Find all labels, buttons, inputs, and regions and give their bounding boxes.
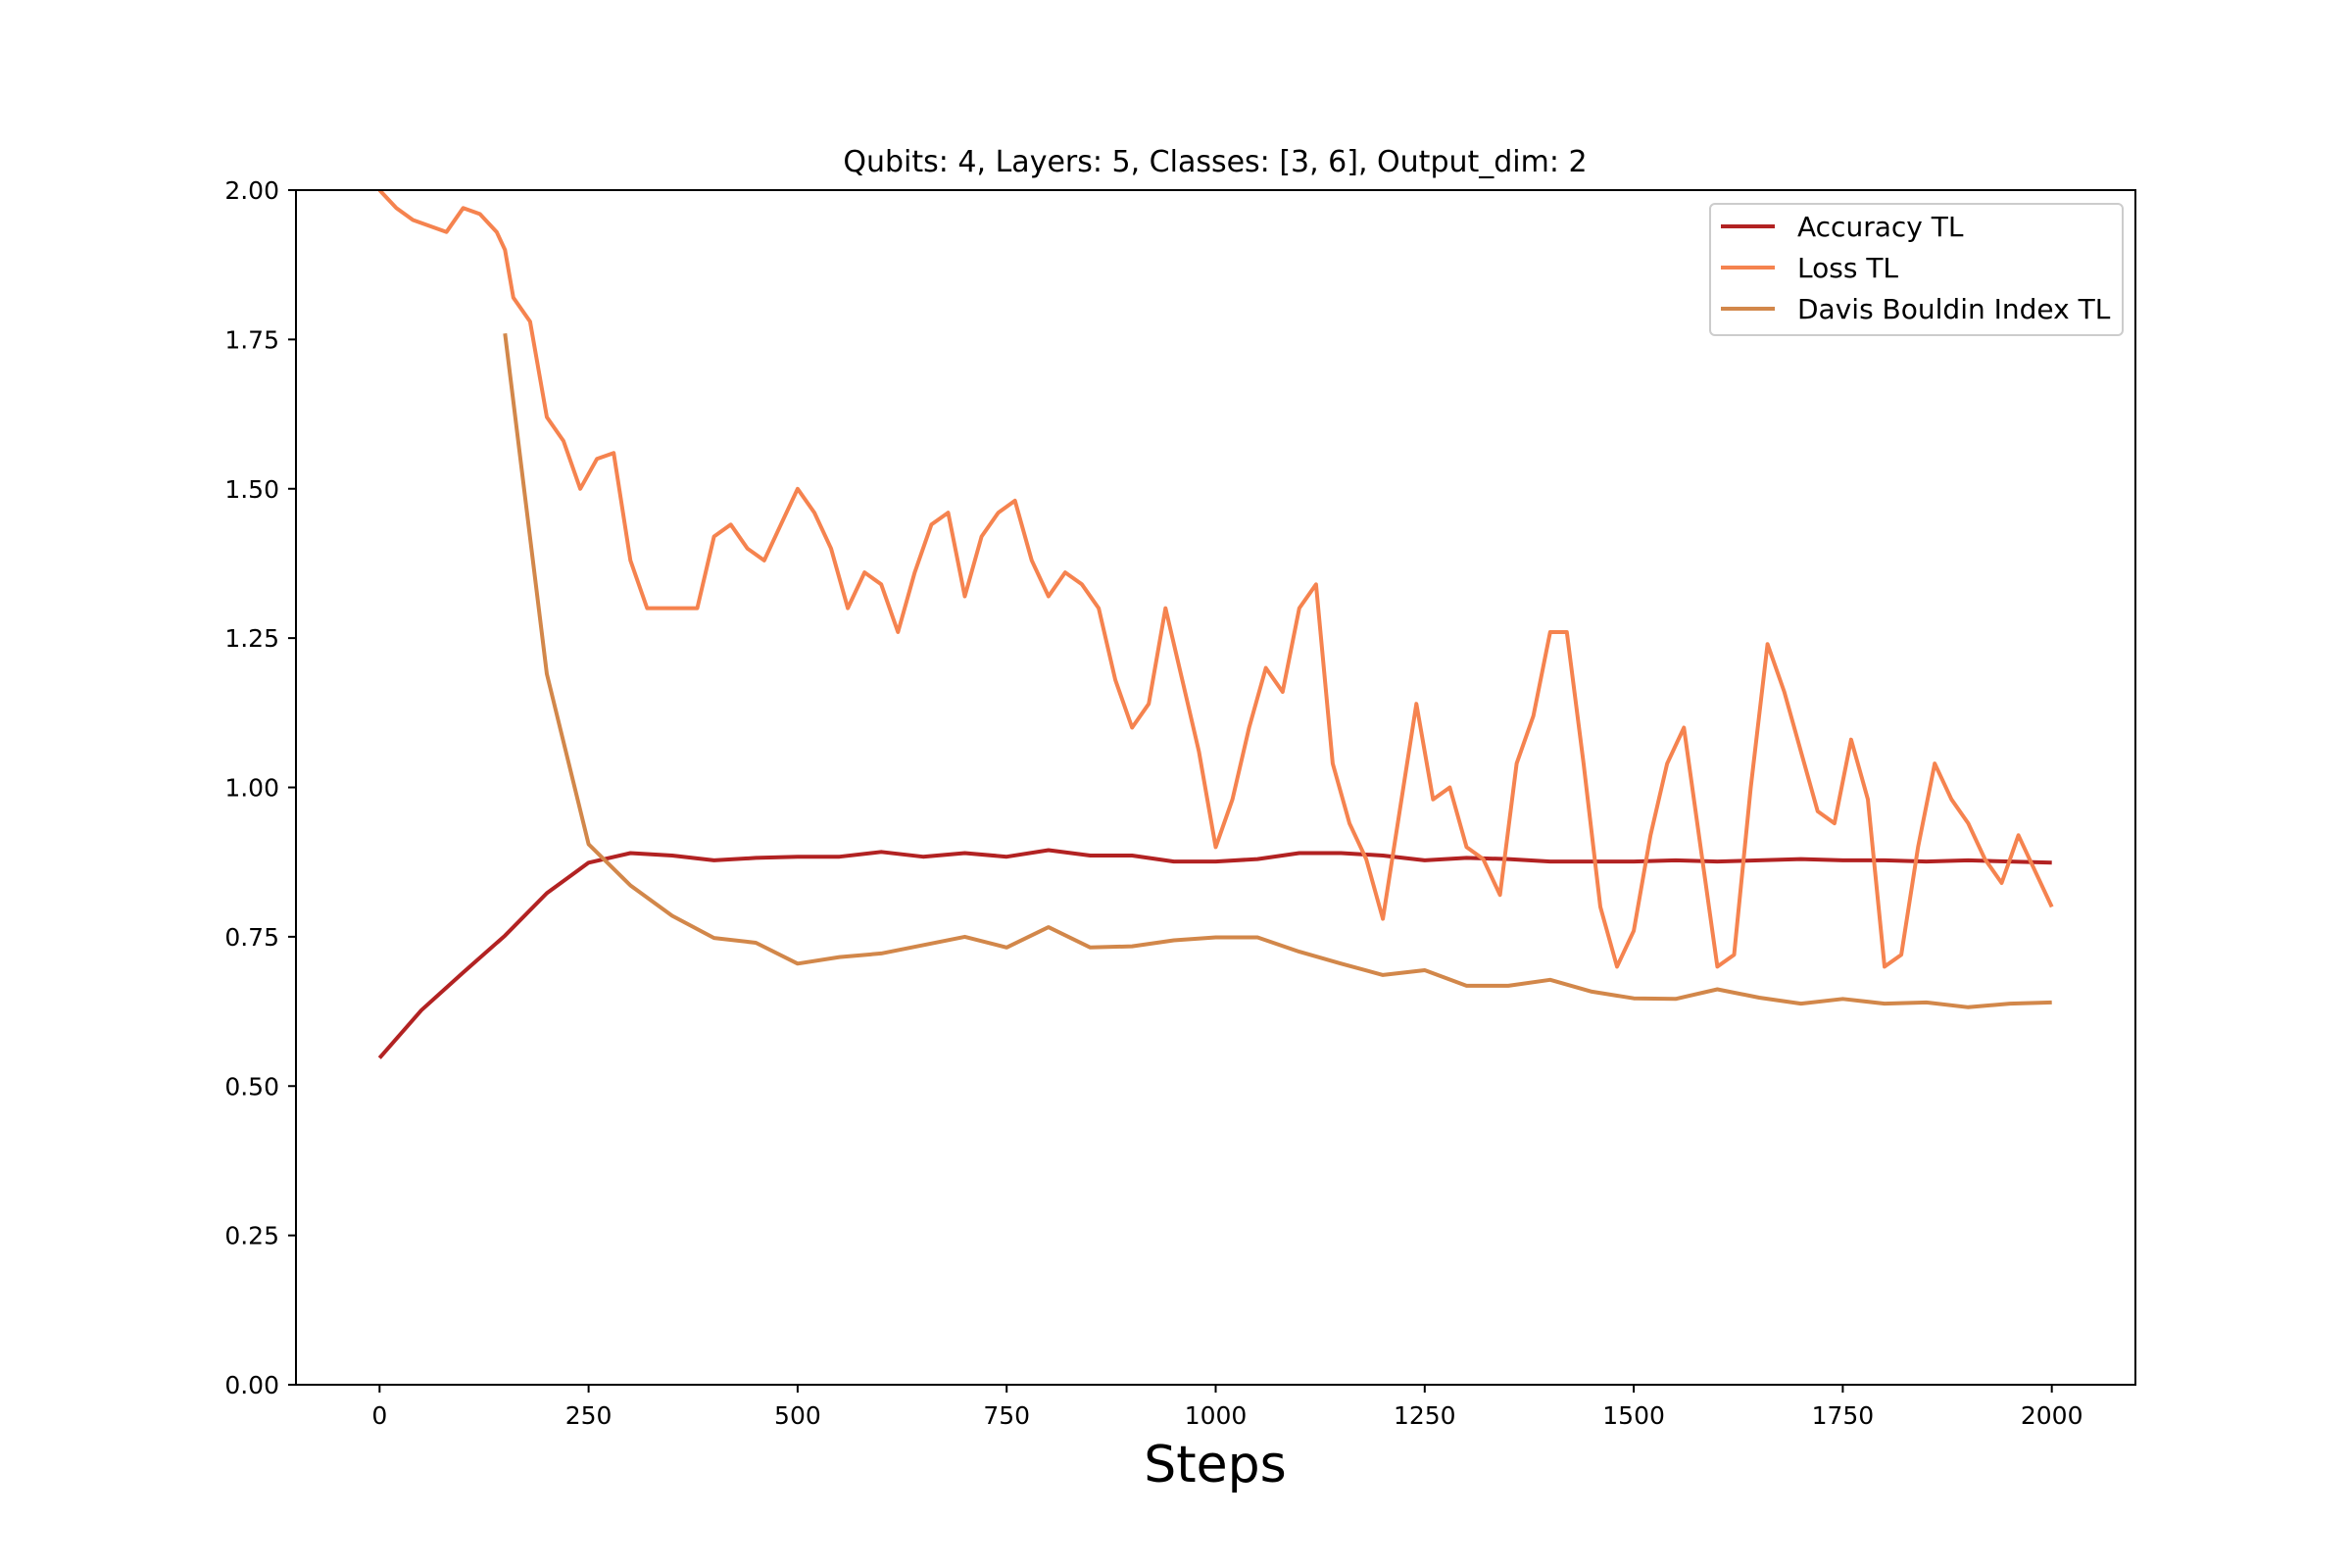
legend-label-davis-bouldin: Davis Bouldin Index TL	[1797, 293, 2111, 325]
x-tick-label: 1000	[1185, 1401, 1248, 1430]
y-tick-label: 1.25	[224, 624, 279, 653]
series-line-loss	[377, 190, 2054, 969]
y-tick-label: 0.25	[224, 1222, 279, 1250]
legend: Accuracy TL Loss TL Davis Bouldin Index …	[1709, 203, 2124, 336]
x-tick-label: 0	[371, 1401, 387, 1430]
x-tick-label: 1250	[1394, 1401, 1456, 1430]
legend-label-accuracy: Accuracy TL	[1797, 211, 1964, 243]
x-tick-label: 250	[565, 1401, 612, 1430]
x-tick-label: 1750	[1812, 1401, 1875, 1430]
plot-frame	[295, 189, 2136, 1386]
y-tick-label: 1.75	[224, 325, 279, 354]
legend-box	[1709, 203, 2124, 336]
y-tick-label: 2.00	[224, 176, 279, 205]
series-layer	[377, 190, 2054, 1059]
y-tick-label: 0.50	[224, 1072, 279, 1101]
series-line-accuracy	[377, 848, 2052, 1059]
legend-label-loss: Loss TL	[1797, 252, 1898, 284]
x-tick-label: 2000	[2021, 1401, 2083, 1430]
x-tick-label: 750	[983, 1401, 1030, 1430]
y-axis: 0.00 0.25 0.50 0.75 1.00 1.25 1.50 1.75 2.00	[224, 176, 296, 1399]
x-axis-label: Steps	[1144, 1436, 1287, 1494]
series-line-davis-bouldin	[503, 333, 2052, 1009]
y-tick-label: 0.00	[224, 1371, 279, 1399]
chart-title: Qubits: 4, Layers: 5, Classes: [3, 6], O…	[843, 145, 1587, 179]
x-tick-label: 500	[774, 1401, 821, 1430]
y-tick-label: 1.00	[224, 774, 279, 803]
y-tick-label: 0.75	[224, 923, 279, 952]
y-tick-label: 1.50	[224, 475, 279, 504]
x-axis: 0 250 500 750 1000 1250 1500 1750 2000	[371, 1385, 2082, 1430]
x-tick-label: 1500	[1602, 1401, 1665, 1430]
